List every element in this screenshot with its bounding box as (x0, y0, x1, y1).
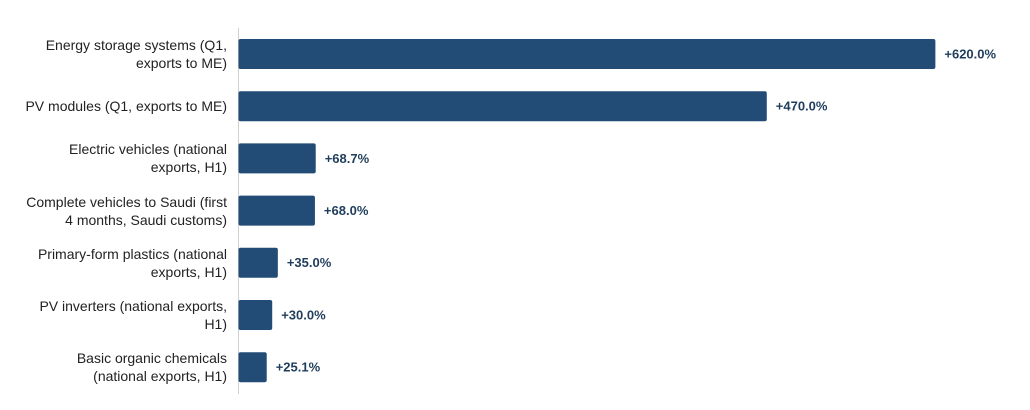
bar (238, 352, 267, 383)
value-label: +25.1% (276, 360, 321, 375)
value-label: +68.0% (324, 203, 369, 218)
value-label: +620.0% (944, 46, 996, 61)
bar (238, 91, 767, 122)
y-tick-label: Primary-form plastics (national exports,… (37, 245, 227, 280)
value-label: +470.0% (776, 99, 828, 114)
bar (238, 39, 936, 69)
bar (238, 247, 278, 278)
value-label: +68.7% (325, 151, 370, 166)
y-tick-label: PV modules (Q1, exports to ME) (25, 98, 227, 115)
y-tick-label: Energy storage systems (Q1, exports to M… (45, 37, 227, 71)
y-tick-label: Basic organic chemicals (national export… (76, 350, 227, 385)
bar (238, 195, 315, 226)
y-tick-label: PV inverters (national exports, H1) (39, 298, 227, 332)
bar (238, 300, 273, 330)
y-tick-label: Complete vehicles to Saudi (first 4 mont… (26, 193, 227, 228)
bar (238, 143, 316, 174)
y-tick-label: Electric vehicles (national exports, H1) (69, 141, 227, 176)
value-label: +35.0% (287, 255, 332, 270)
value-label: +30.0% (281, 307, 326, 322)
